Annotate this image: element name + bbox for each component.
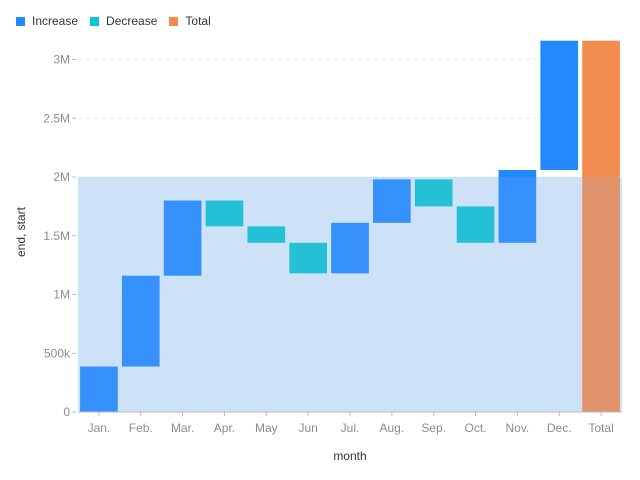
x-tick-label: Apr.: [214, 421, 235, 435]
x-tick-label: Total: [588, 421, 613, 435]
y-tick-label: 1.5M: [43, 229, 70, 243]
bar-feb[interactable]: [121, 275, 160, 367]
y-tick-label: 2.5M: [43, 111, 70, 125]
legend-label-decrease: Decrease: [106, 14, 158, 28]
bar-total[interactable]: [582, 40, 620, 412]
bar-nov[interactable]: [498, 169, 537, 243]
y-tick-label: 1M: [53, 288, 70, 302]
y-tick-label: 0: [63, 405, 70, 419]
legend-swatch-increase: [16, 16, 25, 26]
x-tick-label: May: [255, 421, 278, 435]
legend-swatch-decrease: [90, 16, 100, 26]
x-tick-label: Jun: [298, 421, 317, 435]
x-axis-title: month: [333, 449, 366, 463]
x-tick-label: Jan.: [88, 421, 111, 435]
bar-sep[interactable]: [414, 179, 453, 207]
legend-label-total: Total: [185, 14, 211, 28]
x-tick-label: Aug.: [380, 421, 405, 435]
bar-jan[interactable]: [80, 366, 118, 412]
bar-aug[interactable]: [373, 179, 411, 223]
legend-item-total[interactable]: Total: [169, 14, 211, 28]
x-tick-label: Mar.: [171, 421, 194, 435]
chart-legend: Increase Decrease Total: [16, 14, 211, 28]
x-tick-label: Nov.: [505, 421, 529, 435]
y-axis-title: end, start: [14, 206, 28, 257]
bar-oct[interactable]: [456, 206, 495, 243]
legend-label-increase: Increase: [32, 14, 79, 28]
bar-jun[interactable]: [289, 242, 327, 274]
x-tick-label: Feb.: [129, 421, 153, 435]
axes: 0 500k 1M 1.5M 2M 2.5M 3M Jan. Feb. Mar. Apr. May Ju…: [43, 53, 622, 435]
bars-layer: [80, 40, 620, 412]
bar-apr[interactable]: [205, 200, 244, 227]
bar-dec[interactable]: [540, 40, 579, 170]
y-tick-label: 3M: [53, 53, 70, 67]
y-tick-label: 2M: [53, 170, 70, 184]
x-tick-label: Sep.: [421, 421, 446, 435]
legend-swatch-total: [169, 16, 179, 26]
legend-item-increase[interactable]: Increase: [16, 14, 78, 28]
bar-mar[interactable]: [163, 200, 202, 276]
x-tick-label: Dec.: [547, 421, 572, 435]
bar-jul[interactable]: [331, 222, 369, 274]
x-tick-label: Jul.: [341, 421, 360, 435]
y-tick-label: 500k: [44, 346, 71, 360]
overlay-layer: [78, 177, 622, 412]
x-tick-label: Oct.: [465, 421, 487, 435]
legend-item-decrease[interactable]: Decrease: [90, 14, 157, 28]
highlight-region-overlay: [78, 177, 622, 412]
bar-may[interactable]: [247, 226, 286, 243]
